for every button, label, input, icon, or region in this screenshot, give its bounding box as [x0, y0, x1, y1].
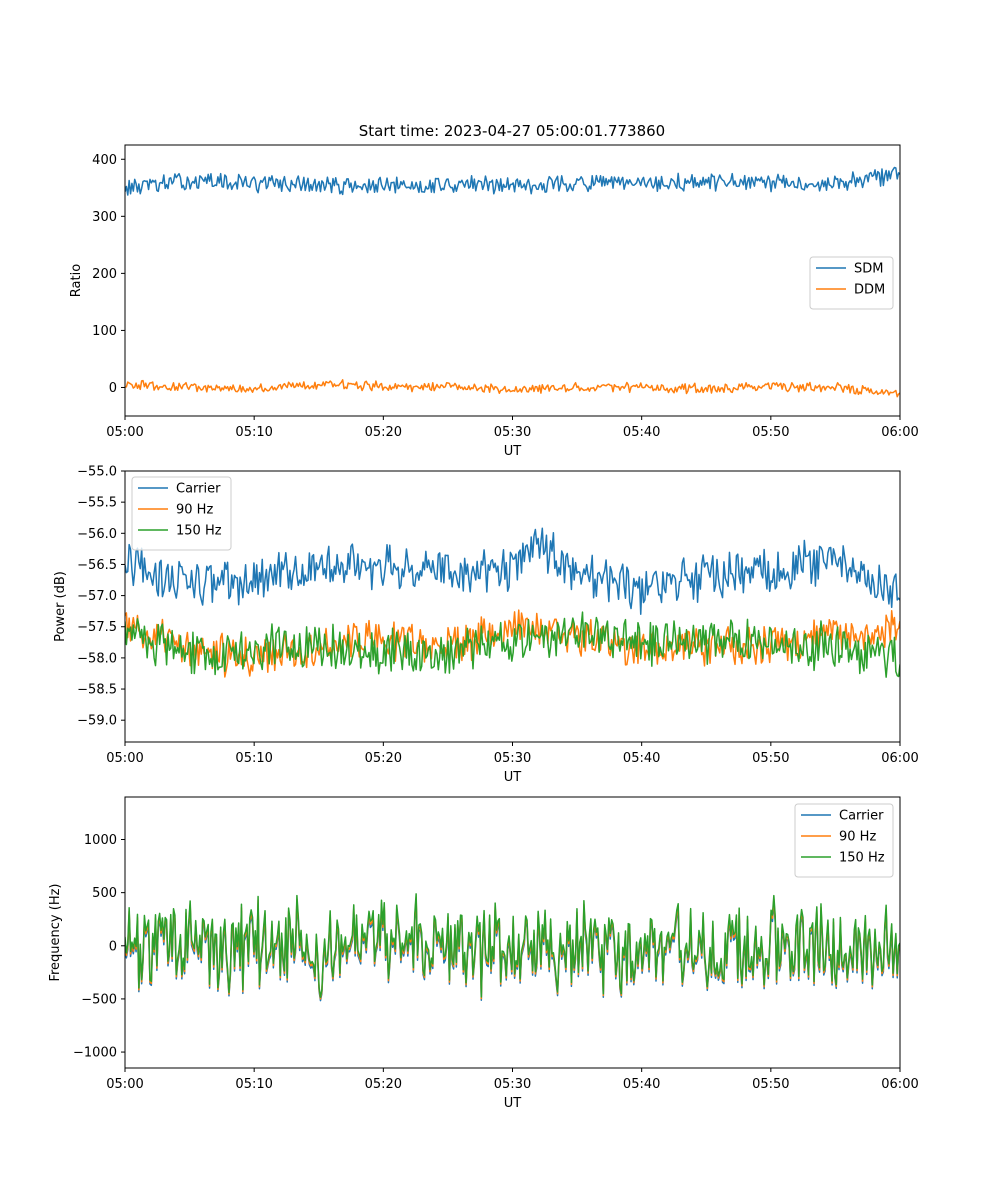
- x-tick-label: 05:30: [494, 751, 531, 766]
- legend: SDM DDM: [809, 256, 894, 310]
- y-axis-label: Frequency (Hz): [48, 883, 63, 981]
- y-tick-label: −55.5: [77, 496, 117, 511]
- x-tick-label: 05:00: [106, 751, 143, 766]
- series-line-sdm: [125, 166, 900, 196]
- legend: Carrier 90 Hz 150 Hz: [131, 476, 232, 551]
- y-tick-label: −57.0: [77, 589, 117, 604]
- y-tick-label: −55.0: [77, 465, 117, 480]
- y-tick-label: −500: [81, 992, 117, 1007]
- series-line-150-hz: [125, 893, 900, 998]
- x-tick-label: 05:50: [752, 751, 789, 766]
- legend-entry: 150 Hz: [839, 851, 885, 866]
- x-axis-label: UT: [504, 1096, 522, 1111]
- y-tick-label: 1000: [84, 833, 117, 848]
- x-tick-label: 05:00: [106, 425, 143, 440]
- legend-entry: 90 Hz: [839, 830, 876, 845]
- x-tick-label: 06:00: [881, 751, 918, 766]
- x-tick-label: 05:20: [365, 425, 402, 440]
- legend: Carrier 90 Hz 150 Hz: [794, 803, 894, 878]
- y-tick-label: 0: [109, 939, 117, 954]
- y-tick-label: 0: [109, 381, 117, 396]
- y-tick-label: 200: [92, 267, 117, 282]
- legend-box: [794, 803, 894, 878]
- x-tick-label: 06:00: [881, 425, 918, 440]
- x-tick-label: 05:10: [235, 751, 272, 766]
- x-tick-label: 05:10: [235, 425, 272, 440]
- series-line-ddm: [125, 379, 900, 398]
- y-tick-label: −58.0: [77, 651, 117, 666]
- y-axis-label: Ratio: [69, 264, 84, 297]
- y-tick-label: −59.0: [77, 714, 117, 729]
- legend-box: [131, 476, 232, 551]
- panels: 05:00 05:10 05:20 05:30 05:40 05:50 06:00 0 100 2…: [48, 144, 919, 1111]
- y-tick-label: 300: [92, 210, 117, 225]
- x-axis-label: UT: [504, 444, 522, 459]
- legend-entry: Carrier: [839, 809, 884, 824]
- x-axis-label: UT: [504, 770, 522, 785]
- legend-entry: SDM: [854, 262, 883, 277]
- x-tick-label: 05:50: [752, 1077, 789, 1092]
- x-tick-label: 05:20: [365, 1077, 402, 1092]
- y-tick-label: −56.5: [77, 558, 117, 573]
- y-axis-label: Power (dB): [53, 571, 68, 642]
- y-tick-label: 100: [92, 324, 117, 339]
- legend-entry: DDM: [854, 283, 885, 298]
- panel-3: 05:00 05:10 05:20 05:30 05:40 05:50 06:00 −1000…: [48, 796, 919, 1111]
- y-tick-label: 500: [92, 886, 117, 901]
- x-tick-label: 05:40: [623, 425, 660, 440]
- x-tick-label: 05:20: [365, 751, 402, 766]
- axes-frame: [124, 470, 901, 743]
- x-tick-label: 05:40: [623, 1077, 660, 1092]
- y-tick-label: −56.0: [77, 527, 117, 542]
- x-tick-label: 05:40: [623, 751, 660, 766]
- axes-frame: [124, 144, 901, 417]
- y-tick-label: 400: [92, 153, 117, 168]
- panel-2: 05:00 05:10 05:20 05:30 05:40 05:50 06:00 −55.0…: [53, 465, 919, 786]
- x-tick-label: 05:00: [106, 1077, 143, 1092]
- legend-entry: Carrier: [176, 482, 221, 497]
- y-tick-label: −1000: [73, 1046, 117, 1061]
- legend-entry: 150 Hz: [176, 524, 222, 539]
- x-tick-label: 05:50: [752, 425, 789, 440]
- legend-box: [809, 256, 894, 310]
- panel-1: 05:00 05:10 05:20 05:30 05:40 05:50 06:00 0 100 2…: [69, 144, 919, 459]
- series-line-150-hz: [125, 611, 900, 678]
- x-tick-label: 05:30: [494, 1077, 531, 1092]
- legend-entry: 90 Hz: [176, 503, 213, 518]
- x-tick-label: 05:10: [235, 1077, 272, 1092]
- figure-title: Start time: 2023-04-27 05:00:01.773860: [359, 122, 665, 140]
- x-tick-label: 06:00: [881, 1077, 918, 1092]
- x-tick-label: 05:30: [494, 425, 531, 440]
- y-tick-label: −57.5: [77, 620, 117, 635]
- series-line-carrier: [125, 527, 900, 615]
- y-tick-label: −58.5: [77, 683, 117, 698]
